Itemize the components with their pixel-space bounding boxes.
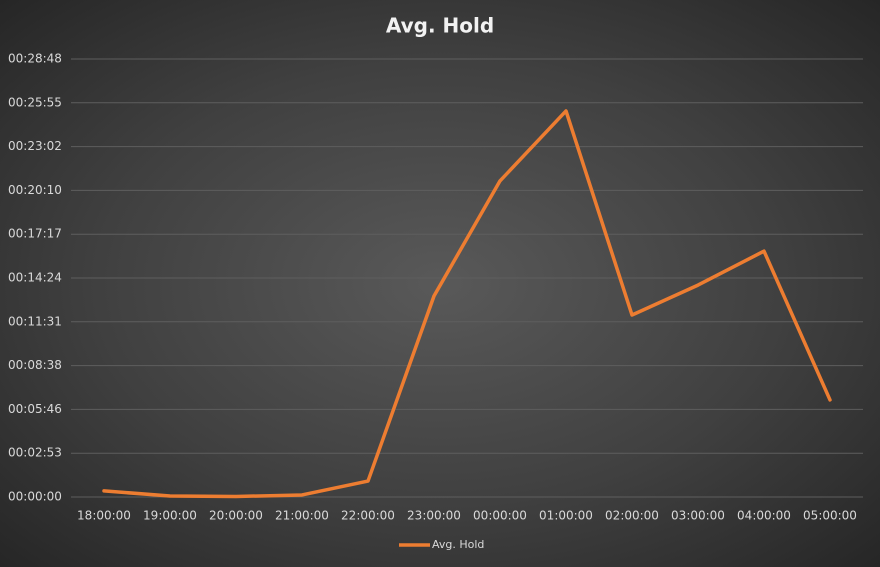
- x-tick-label: 19:00:00: [143, 509, 197, 523]
- x-tick-label: 22:00:00: [341, 509, 395, 523]
- y-tick-label: 00:20:10: [8, 183, 62, 197]
- y-tick-label: 00:05:46: [8, 402, 62, 416]
- x-tick-label: 23:00:00: [407, 509, 461, 523]
- x-tick-label: 20:00:00: [209, 509, 263, 523]
- x-tick-label: 03:00:00: [671, 509, 725, 523]
- y-tick-label: 00:28:48: [8, 52, 62, 66]
- y-tick-label: 00:23:02: [8, 139, 62, 153]
- y-tick-label: 00:17:17: [8, 227, 62, 241]
- data-line: [102, 109, 832, 499]
- y-tick-label: 00:02:53: [8, 446, 62, 460]
- x-tick-label: 21:00:00: [275, 509, 329, 523]
- y-tick-label: 00:00:00: [8, 490, 62, 504]
- x-tick-label: 04:00:00: [737, 509, 791, 523]
- x-tick-label: 01:00:00: [539, 509, 593, 523]
- y-tick-label: 00:25:55: [8, 95, 62, 109]
- y-tick-label: 00:11:31: [8, 314, 62, 328]
- x-tick-label: 05:00:00: [803, 509, 857, 523]
- x-tick-label: 00:00:00: [473, 509, 527, 523]
- legend-label: Avg. Hold: [432, 538, 484, 551]
- y-tick-label: 00:14:24: [8, 271, 62, 285]
- chart-title: Avg. Hold: [386, 14, 494, 38]
- x-tick-label: 18:00:00: [77, 509, 131, 523]
- y-tick-label: 00:08:38: [8, 358, 62, 372]
- x-tick-label: 02:00:00: [605, 509, 659, 523]
